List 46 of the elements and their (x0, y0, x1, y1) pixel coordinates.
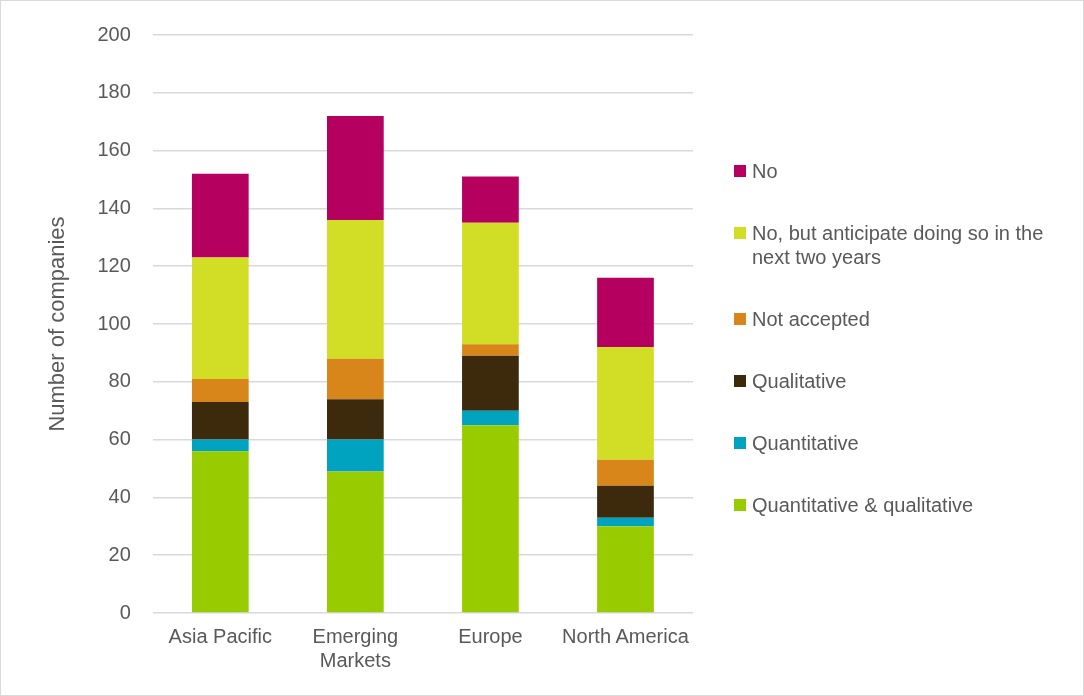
legend-label: No, but anticipate doing so in the next two years (752, 221, 1045, 269)
legend-label: No (752, 159, 778, 183)
bar (326, 115, 384, 220)
legend-label: Quantitative (752, 431, 859, 455)
bar (326, 358, 384, 400)
bar (597, 526, 654, 613)
y-tick-label: 100 (97, 311, 131, 334)
y-tick-label: 0 (119, 600, 131, 623)
bar (597, 459, 654, 486)
x-tick-label: North America (562, 624, 690, 647)
bar (462, 344, 519, 356)
bar (597, 485, 654, 518)
bar (326, 219, 384, 359)
bar (191, 439, 249, 452)
x-tick-label: Europe (458, 624, 523, 647)
y-tick-label: 180 (97, 80, 131, 103)
bar (597, 277, 654, 348)
bar (462, 425, 519, 613)
y-tick-label: 80 (108, 369, 131, 392)
bar (326, 471, 384, 613)
bar (326, 439, 384, 472)
bar (597, 347, 654, 460)
bar (191, 451, 249, 613)
y-tick-label: 40 (108, 484, 131, 507)
y-tick-label: 160 (97, 138, 131, 161)
y-tick-label: 20 (108, 542, 131, 565)
bar (191, 173, 249, 258)
x-tick-label: Emerging Markets (312, 624, 399, 671)
bar (191, 257, 249, 379)
y-tick-label: 120 (97, 253, 131, 276)
x-tick-label: Asia Pacific (168, 624, 272, 647)
bar (191, 378, 249, 403)
bar (462, 355, 519, 411)
bar (462, 222, 519, 345)
y-axis-title: Number of companies (44, 216, 70, 432)
bar (597, 517, 654, 527)
y-tick-label: 140 (97, 195, 131, 218)
bar (462, 176, 519, 223)
legend-label: Quantitative & qualitative (752, 493, 974, 517)
y-tick-label: 200 (97, 22, 131, 45)
legend-label: Qualitative (752, 369, 847, 393)
bar (326, 399, 384, 440)
bar (462, 410, 519, 426)
bar (191, 402, 249, 440)
legend-label: Not accepted (752, 307, 870, 331)
y-tick-label: 60 (108, 427, 131, 450)
